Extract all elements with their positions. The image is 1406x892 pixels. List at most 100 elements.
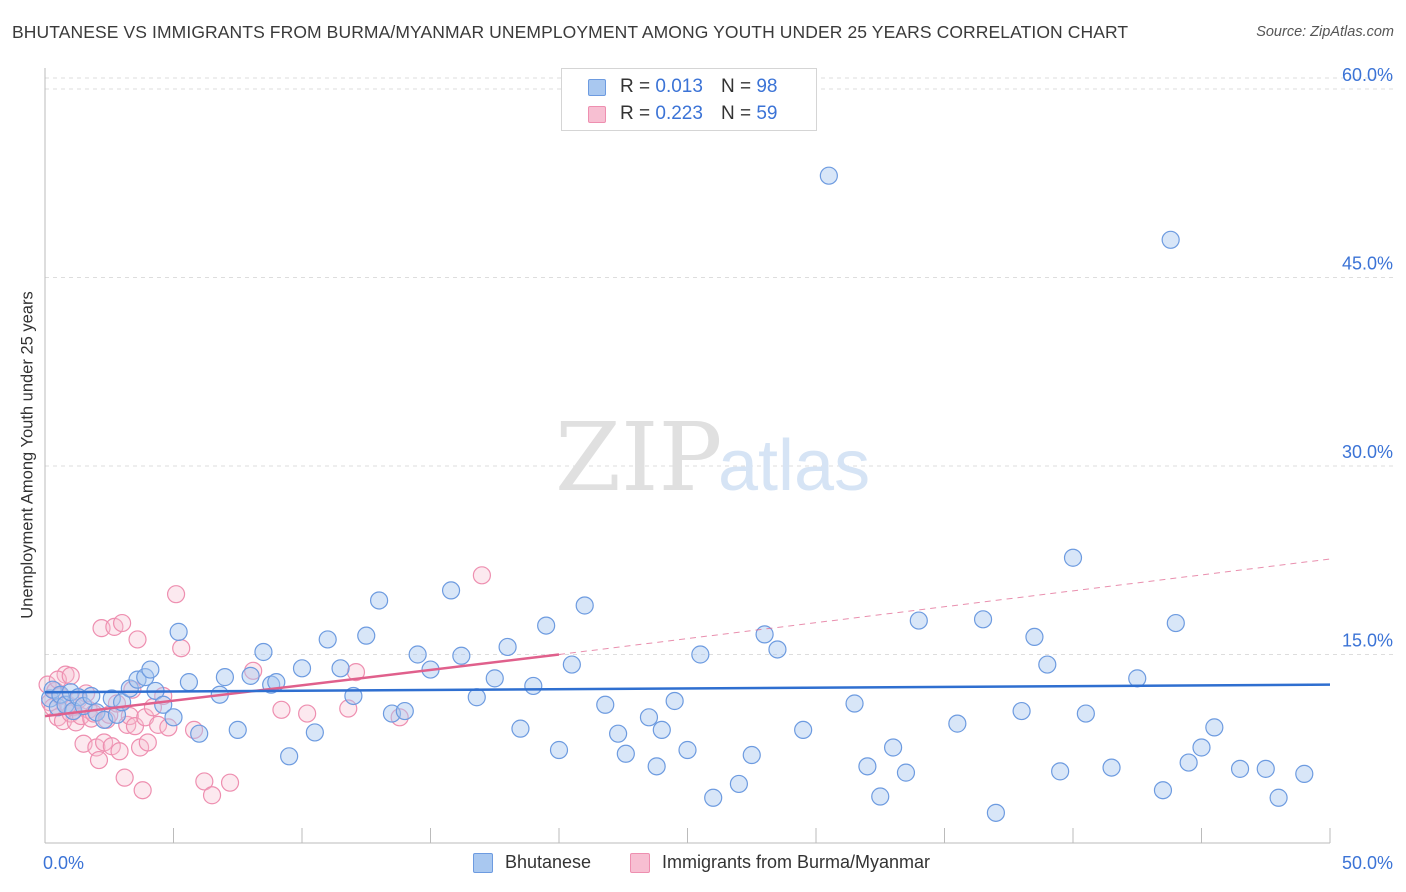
gridlines: [45, 77, 1395, 655]
scatter-point-bhutanese: [1179, 753, 1198, 772]
scatter-point-immigrants: [195, 772, 214, 791]
scatter-point-bhutanese: [609, 724, 628, 743]
scatter-point-bhutanese: [370, 591, 389, 610]
scatter-point-bhutanese: [1076, 704, 1095, 723]
bottom-legend-label: Bhutanese: [505, 852, 592, 872]
scatter-point-bhutanese: [1153, 781, 1173, 800]
scatter-point-immigrants: [172, 639, 191, 658]
legend-r-label: R =: [620, 76, 651, 97]
watermark-atlas: atlas: [718, 426, 870, 506]
scatter-point-bhutanese: [241, 666, 260, 685]
scatter-point-immigrants: [138, 733, 157, 752]
scatter-point-bhutanese: [141, 660, 160, 679]
scatter-point-bhutanese: [215, 668, 234, 687]
bottom-legend-label: Immigrants from Burma/Myanmar: [662, 852, 931, 872]
scatter-point-immigrants: [61, 666, 80, 685]
scatter-point-bhutanese: [1269, 788, 1288, 807]
scatter-point-immigrants: [346, 662, 366, 682]
scatter-point-immigrants: [128, 630, 147, 649]
scatter-point-bhutanese: [691, 645, 710, 664]
scatter-point-bhutanese: [254, 642, 273, 662]
watermark-zip: ZIP: [555, 403, 722, 513]
bottom-legend-bhutanese: Bhutanese: [473, 852, 591, 873]
scatter-point-bhutanese: [1161, 230, 1180, 249]
scatter-point-bhutanese: [948, 714, 967, 733]
scatter-point-bhutanese: [1038, 655, 1057, 674]
y-axis-label: Unemployment Among Youth under 25 years: [18, 291, 37, 619]
scatter-point-immigrants: [115, 768, 134, 787]
scatter-point-bhutanese: [729, 774, 749, 794]
scatter-point-bhutanese: [87, 703, 106, 722]
scatter-point-bhutanese: [1230, 759, 1250, 778]
scatter-point-bhutanese: [883, 738, 903, 757]
trend-lines: [44, 558, 1331, 718]
scatter-point-bhutanese: [704, 788, 723, 807]
scatter-point-bhutanese: [596, 695, 615, 714]
scatter-point-bhutanese: [357, 626, 376, 645]
scatter-point-bhutanese: [973, 610, 993, 629]
scatter-point-bhutanese: [665, 691, 684, 711]
bottom-legend-swatch-pink: [630, 852, 650, 873]
legend: R = 0.013 N = 98 R = 0.223 N = 59: [561, 68, 817, 131]
scatter-point-bhutanese: [755, 625, 774, 644]
scatter-point-immigrants: [298, 704, 317, 723]
scatter-point-immigrants: [202, 786, 222, 805]
trend-line-immigrants: [44, 653, 560, 718]
scatter-point-bhutanese: [280, 747, 299, 766]
scatter-point-bhutanese: [408, 645, 427, 664]
legend-swatch-pink: [588, 105, 606, 123]
scatter-point-bhutanese: [1166, 613, 1185, 633]
scatter-point-bhutanese: [871, 787, 890, 806]
watermark: ZIP atlas: [555, 403, 870, 513]
source-label: Source: ZipAtlas.com: [1256, 24, 1394, 40]
scatter-point-bhutanese: [1205, 718, 1224, 737]
chart-title: BHUTANESE VS IMMIGRANTS FROM BURMA/MYANM…: [12, 22, 1129, 42]
y-tick-label: 15.0%: [1342, 631, 1393, 651]
scatter-point-bhutanese: [441, 581, 461, 600]
scatter-point-bhutanese: [647, 757, 666, 776]
axes: [44, 68, 1331, 844]
trend-line-bhutanese: [44, 683, 1331, 694]
scatter-point-immigrants: [220, 773, 240, 792]
scatter-point-bhutanese: [1012, 701, 1031, 721]
legend-n-label: N =: [720, 76, 752, 97]
x-tick-label: 50.0%: [1342, 853, 1393, 873]
scatter-point-bhutanese: [485, 669, 504, 688]
scatter-point-bhutanese: [819, 166, 838, 185]
scatter-point-immigrants: [159, 718, 178, 737]
scatter-point-bhutanese: [228, 720, 247, 740]
scatter-point-bhutanese: [179, 673, 199, 692]
scatter-point-immigrants: [166, 585, 186, 604]
scatter-point-bhutanese: [511, 719, 530, 738]
scatter-point-immigrants: [120, 706, 139, 726]
legend-n-label: N =: [720, 103, 752, 124]
scatter-point-immigrants: [89, 750, 109, 770]
scatter-point-immigrants: [92, 619, 111, 638]
scatter-point-bhutanese: [616, 744, 635, 763]
scatter-point-bhutanese: [845, 694, 864, 713]
scatter-point-immigrants: [472, 566, 491, 585]
legend-swatch-blue: [588, 78, 606, 96]
scatter-point-bhutanese: [678, 740, 697, 760]
scatter-point-bhutanese: [1063, 548, 1083, 567]
scatter-point-bhutanese: [986, 803, 1006, 822]
legend-row-bhutanese: R = 0.013 N = 98: [588, 76, 777, 98]
trend-line-immigrants-extension: [558, 558, 1331, 655]
legend-n-value: 98: [756, 76, 778, 97]
scatter-point-bhutanese: [575, 596, 594, 615]
y-tick-label: 60.0%: [1342, 65, 1393, 85]
y-tick-label: 45.0%: [1342, 254, 1393, 274]
scatter-point-bhutanese: [1295, 764, 1314, 783]
scatter-point-bhutanese: [331, 659, 350, 678]
scatter-point-bhutanese: [524, 676, 543, 696]
scatter-point-immigrants: [133, 781, 152, 800]
legend-r-label: R =: [620, 103, 651, 124]
legend-r-value: 0.223: [655, 103, 703, 124]
bottom-legend-swatch-blue: [473, 852, 493, 873]
scatter-point-bhutanese: [549, 740, 569, 760]
scatter-point-immigrants: [272, 700, 291, 719]
scatter-point-bhutanese: [164, 708, 183, 727]
y-tick-label: 30.0%: [1342, 442, 1393, 462]
tick-labels: 15.0% 30.0% 45.0% 60.0% 0.0% 50.0%: [43, 65, 1393, 873]
